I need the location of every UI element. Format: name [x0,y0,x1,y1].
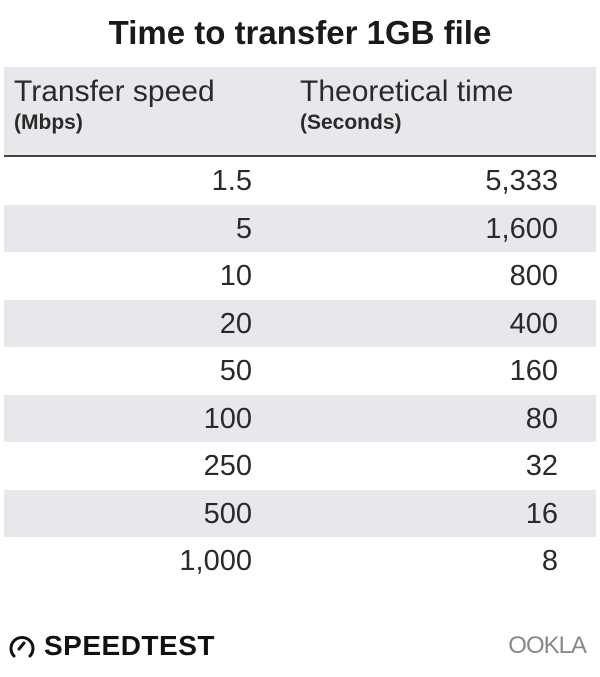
table-row: 50 160 [4,347,596,395]
gauge-icon [9,636,35,658]
header-label: Transfer speed [14,75,215,108]
table-row: 100 80 [4,394,596,442]
speed-cell: 5 [235,212,252,245]
speed-cell: 10 [219,260,252,292]
table-header: Transfer speed (Mbps) Theoretical time (… [4,67,596,157]
transfer-table: Transfer speed (Mbps) Theoretical time (… [4,67,596,585]
table-body: 1.5 5,333 5 1,600 10 800 20 400 50 160 100 80 250 32 5… [4,157,596,585]
time-cell: 400 [509,307,558,340]
speed-cell: 100 [203,402,252,435]
table-row: 10 800 [4,252,596,300]
header-unit: (Mbps) [14,111,83,134]
speedtest-wordmark: SPEEDTEST [44,630,215,661]
table-row: 20 400 [4,299,596,347]
speed-cell: 1.5 [211,165,252,197]
time-cell: 160 [509,355,558,387]
table-row: 5 1,600 [4,204,596,252]
speed-cell: 500 [203,497,252,530]
speed-cell: 50 [219,355,252,387]
column-header-time: Theoretical time (Seconds) [300,75,513,135]
table-row: 250 32 [4,442,596,490]
column-header-speed: Transfer speed (Mbps) [14,75,215,135]
chart-title: Time to transfer 1GB file [108,14,492,51]
speed-cell: 250 [203,450,252,482]
time-cell: 5,333 [485,165,558,197]
table-row: 1.5 5,333 [4,157,596,205]
header-label: Theoretical time [300,75,514,108]
table-row: 1,000 8 [4,537,596,585]
time-cell: 32 [525,450,558,482]
time-cell: 16 [525,497,558,530]
time-cell: 8 [541,545,558,577]
ookla-logo: OOKLA [508,632,587,659]
time-cell: 80 [525,402,558,435]
table-row: 500 16 [4,489,596,537]
header-unit: (Seconds) [300,111,402,134]
time-cell: 1,600 [485,212,558,245]
time-cell: 800 [509,260,558,292]
speedtest-logo: SPEEDTEST [8,630,215,662]
speed-cell: 1,000 [179,545,252,577]
speed-cell: 20 [219,307,252,340]
